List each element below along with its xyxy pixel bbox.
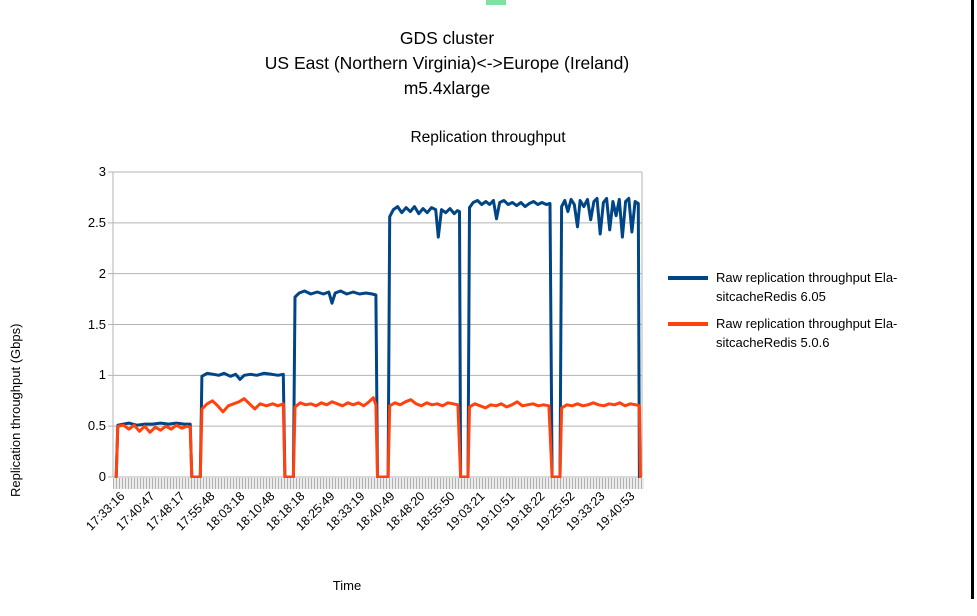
legend-label-line: sitcacheRedis 6.05 [716, 289, 826, 304]
legend-item-redis-506: Raw replication throughput Ela- sitcache… [668, 314, 968, 352]
window-border [971, 0, 974, 599]
chart-subtitle: Replication throughput [410, 129, 566, 146]
legend-label-line: Raw replication throughput Ela- [716, 270, 898, 285]
title-line-3: m5.4xlarge [403, 78, 491, 98]
y-tick-label: 0 [98, 469, 106, 484]
title-line-2: US East (Northern Virginia)<->Europe (Ir… [264, 53, 630, 73]
y-tick-label: 2.5 [87, 214, 106, 230]
y-tick-label: 2 [98, 265, 106, 281]
plot-area [108, 171, 643, 479]
legend-item-redis-605: Raw replication throughput Ela- sitcache… [668, 268, 968, 306]
chart-main-title: GDS cluster US East (Northern Virginia)<… [57, 26, 837, 101]
legend-label-line: Raw replication throughput Ela- [716, 316, 898, 331]
chart-canvas [108, 171, 643, 479]
y-tick-label: 3 [98, 164, 106, 179]
legend: Raw replication throughput Ela- sitcache… [668, 268, 968, 360]
y-tick-label: 0.5 [87, 418, 106, 434]
legend-label: Raw replication throughput Ela- sitcache… [716, 268, 968, 306]
y-axis-title: Replication throughput (Gbps) [8, 323, 23, 497]
legend-label-line: sitcacheRedis 5.0.6 [716, 335, 830, 350]
title-line-1: GDS cluster [399, 28, 495, 48]
ui-fragment-green [486, 0, 506, 5]
y-tick-label: 1 [98, 367, 106, 383]
x-axis-title: Time [332, 578, 362, 593]
y-tick-label: 1.5 [87, 316, 106, 332]
legend-label: Raw replication throughput Ela- sitcache… [716, 314, 968, 352]
legend-line-swatch-blue [668, 276, 708, 280]
x-axis-tickmarks-strip [113, 478, 644, 489]
legend-line-swatch-orange [668, 322, 708, 326]
